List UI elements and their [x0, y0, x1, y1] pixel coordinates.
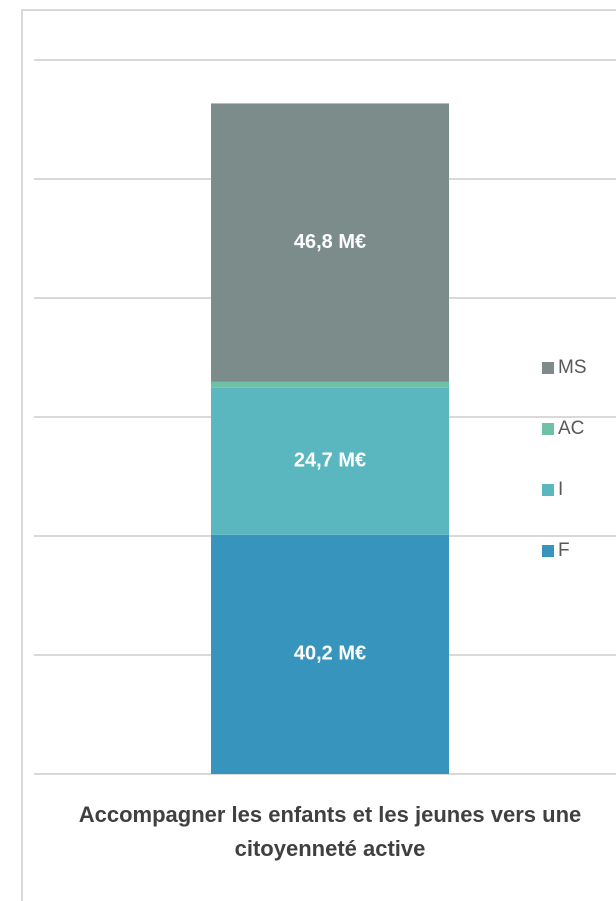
bar-segment: [211, 534, 449, 774]
legend-swatch: [542, 423, 554, 435]
legend-label: AC: [558, 418, 584, 439]
legend-swatch: [542, 484, 554, 496]
legend-swatch: [542, 362, 554, 374]
data-label: 46,8 M€: [294, 231, 366, 253]
bar-segment: [211, 103, 449, 382]
data-label: 24,7 M€: [294, 450, 366, 472]
chart-frame: [21, 9, 616, 901]
legend-swatch: [542, 545, 554, 557]
legend-label: F: [558, 540, 570, 561]
legend-label: MS: [558, 357, 587, 378]
x-tick-label: Accompagner les enfants et les jeunes ve…: [78, 802, 582, 861]
data-label: 40,2 M€: [294, 643, 366, 665]
bar-segment: [211, 381, 449, 388]
bar-segment: [211, 387, 449, 535]
legend-label: I: [558, 479, 563, 500]
